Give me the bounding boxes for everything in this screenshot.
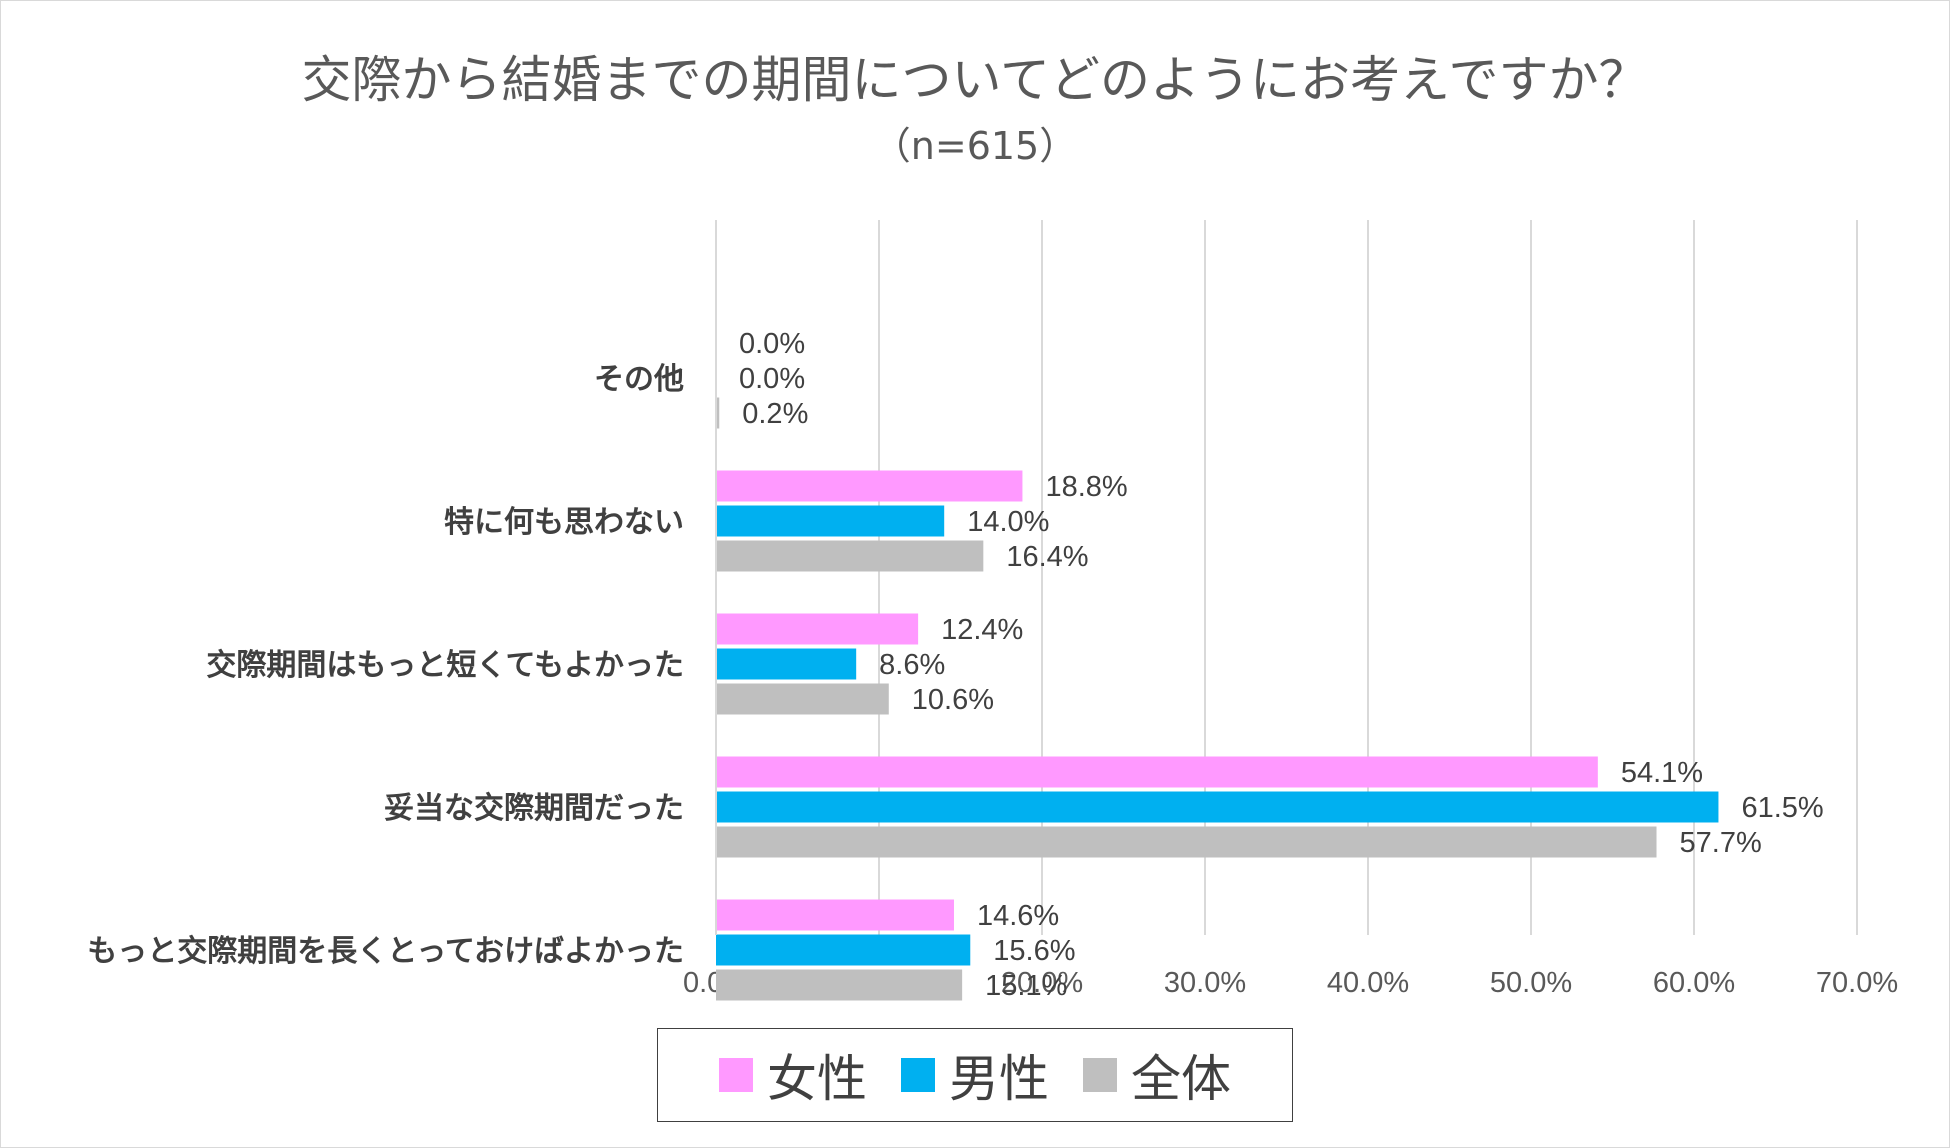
legend-label-male: 男性 [949,1050,1049,1108]
bar [716,505,945,537]
bar [716,648,857,680]
data-label: 54.1% [1621,757,1703,789]
category-label: その他 [594,362,684,397]
bar [716,826,1657,858]
bar [716,791,1719,823]
category-label: 妥当な交際期間だった [384,791,684,826]
data-label: 12.4% [941,614,1023,646]
x-tick-label: 60.0% [1653,967,1735,999]
category-label: 特に何も思わない [444,505,684,540]
category-label: 交際期間はもっと短くてもよかった [206,648,684,683]
legend-swatch-female [719,1058,753,1092]
x-tick-label: 40.0% [1327,967,1409,999]
bar [716,683,889,715]
data-label: 0.2% [742,398,808,430]
bar [716,899,954,931]
legend-swatch-total [1083,1058,1117,1092]
data-label: 10.6% [912,684,994,716]
x-tick-label: 30.0% [1164,967,1246,999]
data-label: 14.0% [967,506,1049,538]
x-tick-label: 20.0% [1001,967,1083,999]
data-label: 16.4% [1006,541,1088,573]
bar [716,470,1023,502]
bar [716,934,971,966]
data-label: 15.6% [993,935,1075,967]
bar [716,540,984,572]
data-label: 57.7% [1680,827,1762,859]
data-label: 61.5% [1741,792,1823,824]
bar [716,756,1598,788]
x-tick-label: 70.0% [1816,967,1898,999]
legend-item-male: 男性 [901,1039,1049,1111]
data-label: 18.8% [1045,471,1127,503]
data-label: 8.6% [879,649,945,681]
legend-swatch-male [901,1058,935,1092]
legend-item-female: 女性 [719,1039,867,1111]
chart-title: 交際から結婚までの期間についてどのようにお考えですか？ [301,51,1649,109]
data-label: 14.6% [977,900,1059,932]
data-label: 0.0% [739,363,805,395]
data-label: 0.0% [739,328,805,360]
bar [716,397,720,429]
legend-item-total: 全体 [1083,1039,1231,1111]
legend: 女性 男性 全体 [657,1028,1293,1122]
x-tick-label: 50.0% [1490,967,1572,999]
category-label: もっと交際期間を長くとっておけばよかった [87,934,684,969]
bar [716,969,963,1001]
bar [716,613,919,645]
legend-label-female: 女性 [767,1050,867,1108]
chart-subtitle: （n=615） [872,124,1078,168]
data-label: 15.1% [985,970,1067,1002]
legend-label-total: 全体 [1131,1050,1231,1108]
